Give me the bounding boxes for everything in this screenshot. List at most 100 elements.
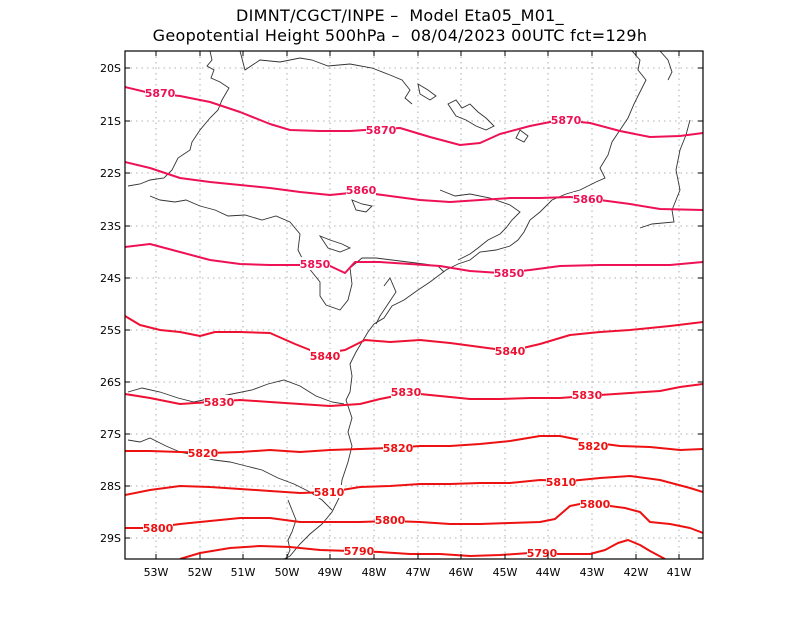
contour-label-background xyxy=(546,475,576,488)
x-tick-label: 48W xyxy=(362,566,387,579)
coastline-and-borders xyxy=(127,51,691,559)
contour-line-5840 xyxy=(125,315,703,355)
x-tick-label: 43W xyxy=(580,566,605,579)
x-tick-label: 49W xyxy=(318,566,343,579)
contour-line-5800 xyxy=(125,501,703,534)
contour-label-5870: 5870 xyxy=(366,124,397,137)
contour-label-5830: 5830 xyxy=(391,386,422,399)
contour-label-5790: 5790 xyxy=(344,545,375,558)
x-tick-label: 46W xyxy=(449,566,474,579)
contour-label-background xyxy=(366,123,396,136)
contour-label-background xyxy=(495,344,525,357)
y-tick-label: 20S xyxy=(100,62,121,75)
contour-label-5810: 5810 xyxy=(314,486,345,499)
x-tick-label: 51W xyxy=(231,566,256,579)
contour-label-background xyxy=(527,546,557,559)
contour-label-5810: 5810 xyxy=(546,476,577,489)
y-tick-label: 23S xyxy=(100,220,121,233)
contour-line-5860 xyxy=(125,161,703,211)
state-border xyxy=(127,437,333,511)
contour-label-background xyxy=(580,497,610,510)
contour-label-5840: 5840 xyxy=(310,350,341,363)
contour-label-5820: 5820 xyxy=(188,447,219,460)
contour-label-5820: 5820 xyxy=(578,440,609,453)
contour-label-background xyxy=(188,446,218,459)
island xyxy=(417,83,437,101)
y-tick-label: 28S xyxy=(100,480,121,493)
contour-label-5830: 5830 xyxy=(204,396,235,409)
state-border xyxy=(285,499,297,559)
x-tick-label: 47W xyxy=(406,566,431,579)
state-border xyxy=(127,379,345,405)
x-tick-label: 44W xyxy=(536,566,561,579)
island xyxy=(515,129,529,143)
x-tick-label: 53W xyxy=(144,566,169,579)
x-tick-label: 41W xyxy=(667,566,692,579)
contour-label-background xyxy=(391,385,421,398)
state-border xyxy=(239,51,413,105)
state-border xyxy=(127,51,230,187)
contour-label-background xyxy=(145,86,175,99)
contour-label-background xyxy=(143,521,173,534)
island xyxy=(351,199,373,213)
state-border xyxy=(439,189,521,261)
contour-label-5840: 5840 xyxy=(495,345,526,358)
contour-line-5810 xyxy=(125,475,703,496)
x-tick-label: 52W xyxy=(188,566,213,579)
contour-label-5860: 5860 xyxy=(573,193,604,206)
state-border xyxy=(375,277,397,325)
contour-label-5790: 5790 xyxy=(527,547,558,560)
contour-label-background xyxy=(573,192,603,205)
y-tick-label: 27S xyxy=(100,428,121,441)
state-border xyxy=(639,119,691,229)
contour-line-5790 xyxy=(179,539,666,559)
y-tick-label: 25S xyxy=(100,324,121,337)
contour-label-background xyxy=(494,266,524,279)
contour-label-5870: 5870 xyxy=(145,87,176,100)
state-border xyxy=(659,51,673,81)
contour-label-background xyxy=(551,113,581,126)
state-border xyxy=(595,51,647,183)
contour-line-5850 xyxy=(125,243,703,274)
contour-label-5800: 5800 xyxy=(375,514,406,527)
contour-labels: 5870 5870 5870 5860 5860 5850 5850 5840 5840 5830… xyxy=(143,86,611,560)
contour-label-5850: 5850 xyxy=(494,267,525,280)
axis-ticks: 53W 52W 51W 50W 49W 48W 47W 46W 45W 44W 43W 42W 41W 2… xyxy=(100,51,703,579)
contour-label-background xyxy=(383,441,413,454)
coastline xyxy=(283,181,597,559)
contour-label-background xyxy=(300,257,330,270)
contour-label-5800: 5800 xyxy=(580,498,611,511)
contour-label-background xyxy=(344,544,374,557)
contour-label-background xyxy=(578,439,608,452)
contour-label-background xyxy=(375,513,405,526)
contour-line-5870 xyxy=(125,86,703,146)
y-tick-label: 26S xyxy=(100,376,121,389)
contour-label-background xyxy=(346,183,376,196)
y-tick-label: 29S xyxy=(100,532,121,545)
state-border xyxy=(149,195,445,311)
y-tick-label: 21S xyxy=(100,115,121,128)
contour-label-5860: 5860 xyxy=(346,184,377,197)
map-frame xyxy=(124,50,704,560)
contour-label-5820: 5820 xyxy=(383,442,414,455)
map-title-line-2: Geopotential Height 500hPa – 08/04/2023 … xyxy=(152,26,648,45)
contour-label-background xyxy=(204,395,234,408)
grid-lines xyxy=(125,51,703,559)
x-tick-label: 45W xyxy=(493,566,518,579)
contour-line-5820 xyxy=(125,435,703,454)
island xyxy=(447,99,495,131)
x-tick-label: 42W xyxy=(624,566,649,579)
y-tick-label: 24S xyxy=(100,272,121,285)
y-tick-label: 22S xyxy=(100,167,121,180)
contour-label-background xyxy=(572,388,602,401)
island xyxy=(318,235,352,253)
contour-label-background xyxy=(314,485,344,498)
x-tick-label: 50W xyxy=(275,566,300,579)
map-title-line-1: DIMNT/CGCT/INPE – Model Eta05_M01_ xyxy=(236,6,564,25)
contour-label-5830: 5830 xyxy=(572,389,603,402)
contour-label-5800: 5800 xyxy=(143,522,174,535)
contour-label-background xyxy=(310,349,340,362)
contour-lines xyxy=(125,86,703,559)
contour-label-5850: 5850 xyxy=(300,258,331,271)
